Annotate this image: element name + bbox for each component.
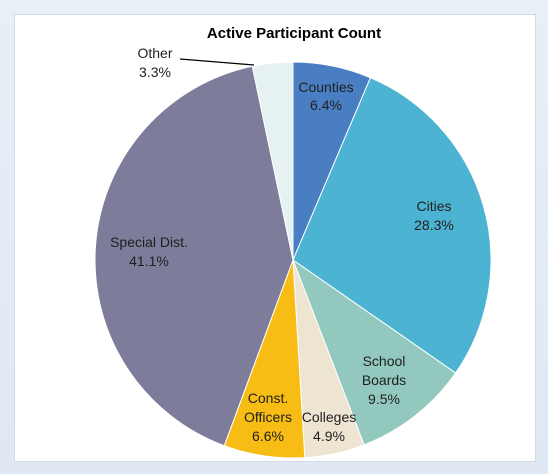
slice-pct-colleges: 4.9% xyxy=(313,428,345,444)
slice-pct-counties: 6.4% xyxy=(310,97,342,113)
slice-label-special-dist: Special Dist. xyxy=(110,234,188,250)
chart-title: Active Participant Count xyxy=(207,25,381,42)
slice-pct-school-boards: 9.5% xyxy=(368,391,400,407)
leader-line-other xyxy=(179,58,255,66)
pie-slice-school-boards xyxy=(291,258,457,446)
slice-pct-cities: 28.3% xyxy=(414,217,454,233)
slice-label-cities: Cities xyxy=(416,198,451,214)
pie-slice-cities xyxy=(292,77,492,374)
pie-slice-special-dist xyxy=(94,65,294,447)
pie-slice-other xyxy=(251,61,294,261)
slice-label-school-boards: School xyxy=(363,353,406,369)
slice-label-const-officers: Officers xyxy=(244,409,292,425)
slice-label-other: Other xyxy=(137,45,172,61)
slice-labels: Counties 6.4% Cities 28.3% School Boards 9.5% C… xyxy=(110,45,454,444)
slice-label-const-officers: Const. xyxy=(248,390,288,406)
slice-label-counties: Counties xyxy=(298,79,353,95)
slice-pct-other: 3.3% xyxy=(139,64,171,80)
slice-pct-const-officers: 6.6% xyxy=(252,428,284,444)
slice-pct-special-dist: 41.1% xyxy=(129,253,169,269)
pie-slices xyxy=(94,61,492,459)
slice-label-colleges: Colleges xyxy=(302,409,356,425)
slice-label-school-boards: Boards xyxy=(362,372,406,388)
